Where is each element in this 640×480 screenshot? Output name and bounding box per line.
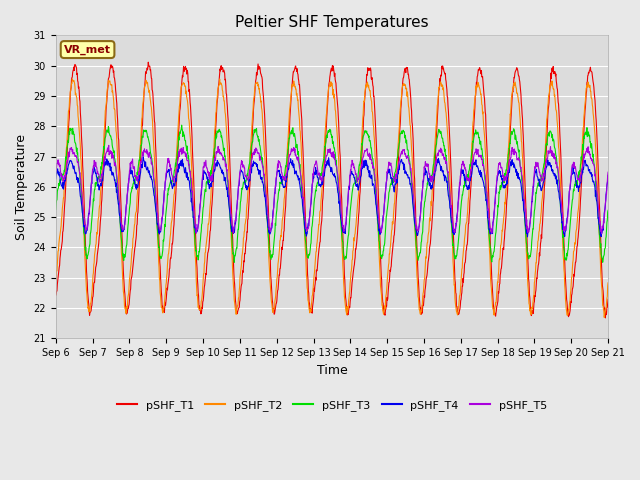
pSHF_T3: [491, 244, 499, 250]
pSHF_T5: [490, 210, 498, 216]
pSHF_T1: [175, 124, 183, 130]
pSHF_T1: [604, 296, 612, 302]
pSHF_T1: [52, 292, 60, 298]
pSHF_T2: [162, 289, 170, 295]
pSHF_T5: [105, 143, 113, 148]
pSHF_T4: [237, 168, 244, 174]
pSHF_T1: [162, 302, 170, 308]
Line: pSHF_T4: pSHF_T4: [56, 157, 608, 237]
pSHF_T5: [175, 148, 183, 154]
pSHF_T4: [52, 176, 60, 181]
pSHF_T4: [175, 166, 183, 171]
Line: pSHF_T2: pSHF_T2: [56, 79, 608, 317]
pSHF_T1: [602, 315, 609, 321]
pSHF_T2: [600, 314, 608, 320]
pSHF_T5: [52, 169, 60, 175]
pSHF_T5: [598, 231, 605, 237]
Line: pSHF_T1: pSHF_T1: [56, 62, 608, 318]
pSHF_T3: [230, 259, 238, 265]
pSHF_T5: [418, 194, 426, 200]
pSHF_T3: [419, 231, 426, 237]
pSHF_T5: [237, 162, 244, 168]
pSHF_T4: [524, 234, 531, 240]
Legend: pSHF_T1, pSHF_T2, pSHF_T3, pSHF_T4, pSHF_T5: pSHF_T1, pSHF_T2, pSHF_T3, pSHF_T4, pSHF…: [112, 396, 552, 415]
pSHF_T3: [161, 224, 169, 229]
pSHF_T1: [237, 288, 244, 293]
pSHF_T4: [140, 154, 147, 160]
X-axis label: Time: Time: [317, 364, 348, 377]
pSHF_T2: [490, 312, 498, 318]
pSHF_T3: [178, 122, 186, 128]
pSHF_T2: [418, 302, 426, 308]
pSHF_T4: [490, 210, 498, 216]
pSHF_T2: [175, 111, 183, 117]
pSHF_T2: [604, 280, 612, 286]
pSHF_T3: [540, 166, 547, 171]
pSHF_T2: [237, 269, 244, 275]
pSHF_T5: [162, 177, 170, 183]
pSHF_T3: [237, 194, 245, 200]
Title: Peltier SHF Temperatures: Peltier SHF Temperatures: [235, 15, 429, 30]
pSHF_T4: [604, 173, 612, 179]
pSHF_T4: [540, 180, 547, 186]
pSHF_T4: [162, 178, 170, 183]
Text: VR_met: VR_met: [64, 45, 111, 55]
pSHF_T4: [418, 192, 426, 198]
pSHF_T5: [539, 177, 547, 183]
pSHF_T1: [539, 214, 547, 220]
pSHF_T3: [604, 207, 612, 213]
pSHF_T2: [52, 277, 60, 283]
Line: pSHF_T3: pSHF_T3: [56, 125, 608, 262]
pSHF_T2: [68, 76, 76, 82]
pSHF_T3: [175, 134, 182, 140]
pSHF_T1: [490, 309, 498, 315]
pSHF_T3: [52, 206, 60, 212]
Y-axis label: Soil Temperature: Soil Temperature: [15, 134, 28, 240]
Line: pSHF_T5: pSHF_T5: [56, 145, 608, 234]
pSHF_T1: [145, 60, 152, 65]
pSHF_T5: [604, 169, 612, 175]
pSHF_T2: [539, 187, 547, 192]
pSHF_T1: [418, 308, 426, 314]
